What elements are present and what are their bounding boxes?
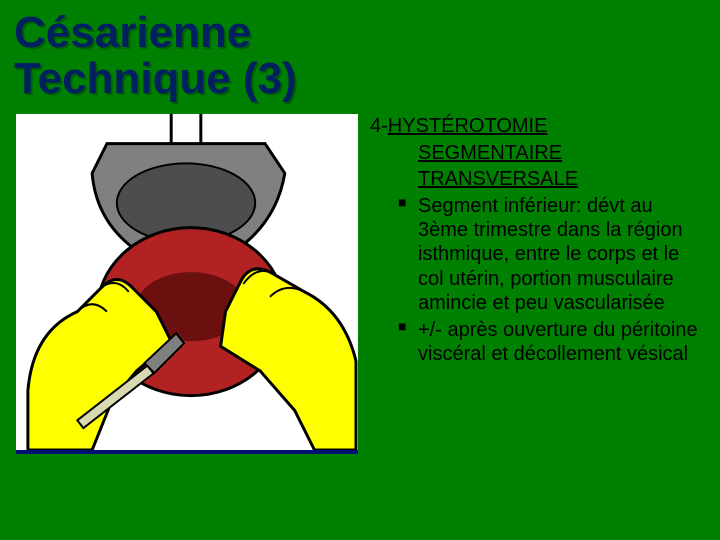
right-hand bbox=[221, 269, 356, 450]
slide-title: Césarienne Technique (3) bbox=[0, 0, 720, 102]
heading-line-2: SEGMENTAIRE bbox=[418, 142, 562, 164]
illustration-svg bbox=[16, 114, 358, 450]
heading-line-3: TRANSVERSALE bbox=[418, 168, 578, 190]
heading-line-1: HYSTÉROTOMIE bbox=[388, 115, 548, 137]
title-line-1: Césarienne bbox=[14, 10, 720, 56]
bullet-1: Segment inférieur: dévt au 3ème trimestr… bbox=[370, 194, 704, 316]
text-column: 4-HYSTÉROTOMIE SEGMENTAIRE TRANSVERSALE … bbox=[358, 114, 704, 454]
heading-prefix: 4- bbox=[370, 115, 388, 137]
heading-cont-2: TRANSVERSALE bbox=[370, 167, 704, 191]
content-row: 4-HYSTÉROTOMIE SEGMENTAIRE TRANSVERSALE … bbox=[0, 114, 720, 454]
bullet-2: +/- après ouverture du péritoine viscéra… bbox=[370, 318, 704, 367]
title-line-2: Technique (3) bbox=[14, 56, 720, 102]
retractor-stem bbox=[171, 114, 201, 144]
surgical-illustration bbox=[16, 114, 358, 454]
content-heading: 4-HYSTÉROTOMIE bbox=[370, 114, 704, 138]
heading-cont-1: SEGMENTAIRE bbox=[370, 141, 704, 165]
